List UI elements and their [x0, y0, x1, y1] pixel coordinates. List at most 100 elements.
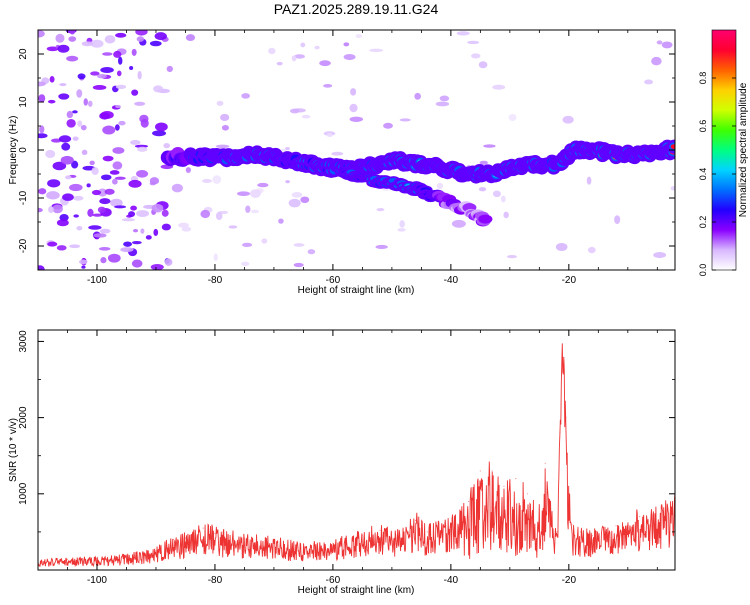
heatmap-noise-cell — [285, 147, 290, 151]
heatmap-noise-cell — [47, 241, 58, 247]
figure-title: PAZ1.2025.289.19.11.G24 — [274, 1, 439, 17]
snr-data-point — [184, 537, 187, 539]
heatmap-noise-cell — [87, 208, 94, 218]
heatmap-noise-cell — [114, 205, 127, 209]
y-tick-label: 0 — [18, 147, 29, 153]
heatmap-noise-cell — [245, 205, 251, 213]
heatmap-noise-cell — [57, 44, 70, 53]
heatmap-noise-cell — [293, 262, 304, 268]
heatmap-noise-cell — [343, 42, 350, 47]
snr-data-point — [503, 485, 505, 487]
heatmap-noise-cell — [97, 188, 108, 197]
snr-data-point — [332, 542, 334, 544]
heatmap-noise-cell — [285, 180, 290, 184]
snr-data-point — [202, 527, 204, 529]
snr-data-point — [450, 523, 452, 525]
heatmap-noise-cell — [503, 211, 509, 219]
heatmap-noise-cell — [130, 139, 141, 146]
snr-data-point — [574, 535, 576, 537]
y-tick-label: -20 — [18, 238, 29, 253]
heatmap-noise-cell — [112, 161, 123, 170]
heatmap-noise-cell — [164, 258, 173, 266]
snr-data-point — [467, 500, 470, 503]
heatmap-noise-cell — [349, 116, 364, 122]
heatmap-noise-cell — [343, 54, 356, 61]
heatmap-noise-cell — [113, 50, 122, 58]
heatmap-noise-cell — [149, 40, 162, 47]
heatmap-noise-cell — [261, 238, 268, 244]
heatmap-noise-cell — [291, 191, 303, 198]
heatmap-noise-cell — [77, 73, 86, 80]
heatmap-noise-cell — [586, 176, 592, 185]
heatmap-noise-cell — [508, 113, 517, 122]
heatmap-noise-cell — [161, 209, 169, 217]
snr-data-point — [526, 493, 529, 495]
snr-data-point — [565, 417, 567, 419]
heatmap-noise-cell — [72, 136, 79, 141]
ridge-main-core — [670, 144, 675, 150]
heatmap-noise-cell — [98, 246, 111, 251]
heatmap-noise-cell — [249, 189, 261, 198]
heatmap-noise-cell — [77, 120, 83, 127]
heatmap-noise-cell — [555, 242, 568, 251]
snr-data-point — [96, 557, 98, 560]
snr-xlabel: Height of straight line (km) — [298, 585, 415, 596]
heatmap-noise-cell — [110, 198, 123, 207]
heatmap-noise-cell — [86, 183, 91, 188]
heatmap-noise-cell — [661, 41, 673, 49]
heatmap-noise-cell — [293, 243, 305, 247]
heatmap-noise-cell — [301, 114, 311, 119]
heatmap-noise-cell — [129, 65, 134, 71]
heatmap-noise-cell — [161, 223, 171, 231]
heatmap-noise-cell — [90, 71, 100, 76]
y-tick-label: -10 — [18, 190, 29, 205]
heatmap-noise-cell — [212, 175, 222, 184]
heatmap-noise-cell — [436, 182, 443, 190]
heatmap-noise-cell — [115, 104, 121, 109]
spectrogram-xlabel: Height of straight line (km) — [298, 285, 415, 296]
heatmap-noise-cell — [278, 218, 284, 224]
heatmap-noise-cell — [56, 219, 69, 227]
snr-data-point — [615, 525, 617, 527]
heatmap-noise-cell — [109, 170, 120, 175]
heatmap-noise-cell — [115, 84, 127, 90]
heatmap-noise-cell — [145, 235, 152, 240]
heatmap-noise-cell — [456, 31, 470, 36]
snr-data-point — [155, 550, 157, 552]
heatmap-noise-cell — [614, 215, 621, 224]
heatmap-noise-cell — [89, 160, 95, 166]
heatmap-noise-cell — [90, 39, 104, 48]
heatmap-noise-cell — [200, 209, 211, 219]
y-tick-label: 2000 — [18, 406, 29, 429]
heatmap-noise-cell — [92, 213, 103, 217]
heatmap-noise-cell — [679, 47, 687, 55]
heatmap-noise-cell — [91, 189, 102, 196]
snr-data-point — [66, 558, 69, 560]
heatmap-noise-cell — [73, 214, 79, 218]
heatmap-noise-cell — [215, 211, 223, 221]
heatmap-noise-cell — [241, 93, 250, 99]
heatmap-noise-cell — [66, 55, 79, 62]
heatmap-noise-cell — [92, 84, 107, 90]
heatmap-noise-cell — [116, 70, 122, 77]
heatmap-noise-cell — [153, 228, 159, 237]
heatmap-noise-cell — [178, 222, 190, 228]
heatmap-noise-cell — [88, 225, 102, 230]
y-tick-label: 3000 — [18, 330, 29, 353]
heatmap-noise-cell — [69, 244, 81, 249]
snr-data-point — [214, 532, 216, 535]
heatmap-noise-cell — [118, 120, 126, 126]
heatmap-noise-cell — [76, 89, 83, 98]
heatmap-noise-cell — [291, 55, 297, 62]
heatmap-noise-cell — [100, 111, 114, 119]
y-tick-label: 20 — [18, 48, 29, 60]
heatmap-noise-cell — [478, 61, 488, 69]
snr-data-point — [515, 477, 517, 480]
heatmap-noise-cell — [99, 228, 111, 234]
heatmap-noise-cell — [276, 61, 283, 66]
heatmap-noise-cell — [66, 118, 76, 128]
snr-data-point — [571, 523, 573, 525]
snr-data-point — [414, 519, 417, 522]
ridge-secondary-halo — [478, 214, 493, 224]
